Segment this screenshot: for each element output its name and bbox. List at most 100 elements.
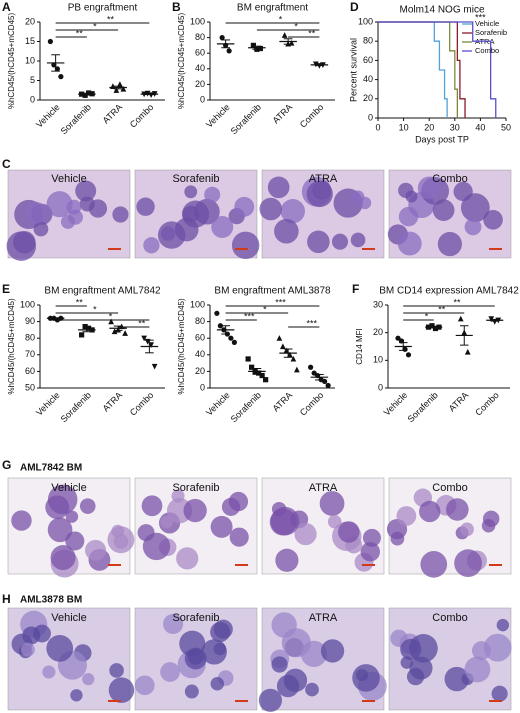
data-point bbox=[290, 355, 297, 362]
significance-label: ** bbox=[107, 14, 115, 24]
annotation: *** bbox=[475, 13, 486, 23]
x-tick-label: Sorafenib bbox=[59, 102, 93, 136]
data-point bbox=[79, 332, 85, 338]
x-tick-label: Sorafenib bbox=[229, 390, 263, 424]
cell bbox=[275, 548, 299, 572]
cell bbox=[483, 633, 512, 662]
y-tick-label: 20 bbox=[373, 327, 383, 337]
data-point bbox=[58, 74, 64, 80]
cell bbox=[65, 531, 85, 551]
x-tick-label: Sorafenib bbox=[406, 390, 440, 424]
cell bbox=[143, 237, 160, 254]
y-tick-label: 0 bbox=[378, 382, 383, 392]
survival-line bbox=[378, 21, 497, 118]
cell bbox=[85, 539, 107, 561]
cell bbox=[46, 191, 73, 218]
data-point bbox=[464, 348, 471, 355]
data-point bbox=[259, 372, 265, 379]
cell bbox=[471, 641, 491, 661]
x-tick-label: Vehicle bbox=[204, 390, 232, 418]
panel-letter: B bbox=[172, 0, 181, 14]
cell bbox=[211, 215, 234, 238]
cell bbox=[210, 515, 233, 538]
x-tick-label: 20 bbox=[424, 122, 434, 132]
chart-title: BM engraftment AML3878 bbox=[214, 286, 331, 297]
cell bbox=[331, 233, 349, 250]
cell bbox=[360, 542, 380, 562]
data-point bbox=[219, 35, 225, 41]
cell bbox=[280, 199, 305, 224]
data-point bbox=[122, 330, 128, 336]
micrograph-label: Sorafenib bbox=[172, 482, 219, 494]
cell bbox=[210, 676, 225, 691]
data-point bbox=[214, 310, 220, 316]
data-point bbox=[457, 315, 464, 322]
cell bbox=[184, 684, 199, 699]
chart-title: BM engraftment bbox=[237, 3, 308, 14]
micrograph-label: Combo bbox=[432, 482, 467, 494]
cell bbox=[305, 682, 319, 697]
significance-label: *** bbox=[244, 311, 255, 321]
x-tick-label: Vehicle bbox=[34, 102, 62, 130]
y-tick-label: 10 bbox=[25, 55, 35, 65]
cell bbox=[396, 506, 417, 526]
data-point bbox=[250, 42, 256, 48]
cell bbox=[50, 545, 76, 571]
cell bbox=[259, 197, 283, 221]
significance-label: ** bbox=[76, 28, 84, 38]
data-point bbox=[111, 328, 118, 335]
data-point bbox=[294, 366, 300, 373]
micrograph-label: Sorafenib bbox=[172, 173, 219, 185]
cell bbox=[420, 551, 448, 578]
cell bbox=[184, 185, 198, 199]
cell bbox=[351, 190, 365, 204]
y-tick-label: 100 bbox=[190, 299, 205, 309]
cell bbox=[82, 673, 95, 686]
panel-subtitle: AML3878 BM bbox=[20, 595, 82, 606]
cell bbox=[109, 663, 124, 678]
micrograph-label: Sorafenib bbox=[172, 612, 219, 624]
data-point bbox=[226, 48, 232, 54]
data-point bbox=[263, 377, 269, 383]
x-tick-label: 40 bbox=[475, 122, 485, 132]
y-tick-label: 60 bbox=[25, 366, 35, 376]
cell bbox=[454, 549, 482, 578]
significance-label: * bbox=[294, 21, 298, 31]
cell bbox=[294, 522, 317, 546]
x-tick-label: Vehicle bbox=[34, 390, 62, 418]
cell bbox=[432, 199, 455, 221]
cell bbox=[47, 517, 73, 543]
cell bbox=[22, 626, 41, 645]
cell bbox=[184, 647, 207, 670]
cell bbox=[417, 176, 441, 200]
cell bbox=[160, 662, 180, 682]
cell bbox=[137, 524, 155, 542]
cell bbox=[319, 491, 345, 516]
y-tick-label: 20 bbox=[195, 366, 205, 376]
cell bbox=[182, 205, 200, 223]
data-point bbox=[308, 364, 314, 370]
cell bbox=[141, 495, 163, 517]
cell bbox=[112, 206, 129, 223]
y-tick-label: 80 bbox=[195, 316, 205, 326]
panel-letter: A bbox=[2, 0, 11, 14]
y-tick-label: 100 bbox=[20, 299, 35, 309]
panel-letter: C bbox=[2, 157, 11, 171]
y-tick-label: 20 bbox=[195, 79, 205, 89]
cell bbox=[496, 618, 510, 632]
significance-label: * bbox=[263, 304, 267, 314]
cell bbox=[113, 534, 129, 549]
y-tick-label: 50 bbox=[25, 382, 35, 392]
y-tick-label: 15 bbox=[25, 36, 35, 46]
y-tick-label: 90 bbox=[25, 316, 35, 326]
cell bbox=[270, 506, 300, 536]
x-tick-label: ATRA bbox=[447, 390, 471, 414]
chart-title: BM CD14 expression AML7842 bbox=[379, 286, 519, 297]
x-tick-label: ATRA bbox=[101, 102, 125, 126]
cell bbox=[483, 210, 503, 230]
cell bbox=[327, 514, 342, 529]
panel-letter: D bbox=[350, 0, 359, 14]
legend-label: Vehicle bbox=[475, 19, 499, 28]
significance-label: ** bbox=[308, 28, 316, 38]
cell bbox=[21, 642, 35, 657]
